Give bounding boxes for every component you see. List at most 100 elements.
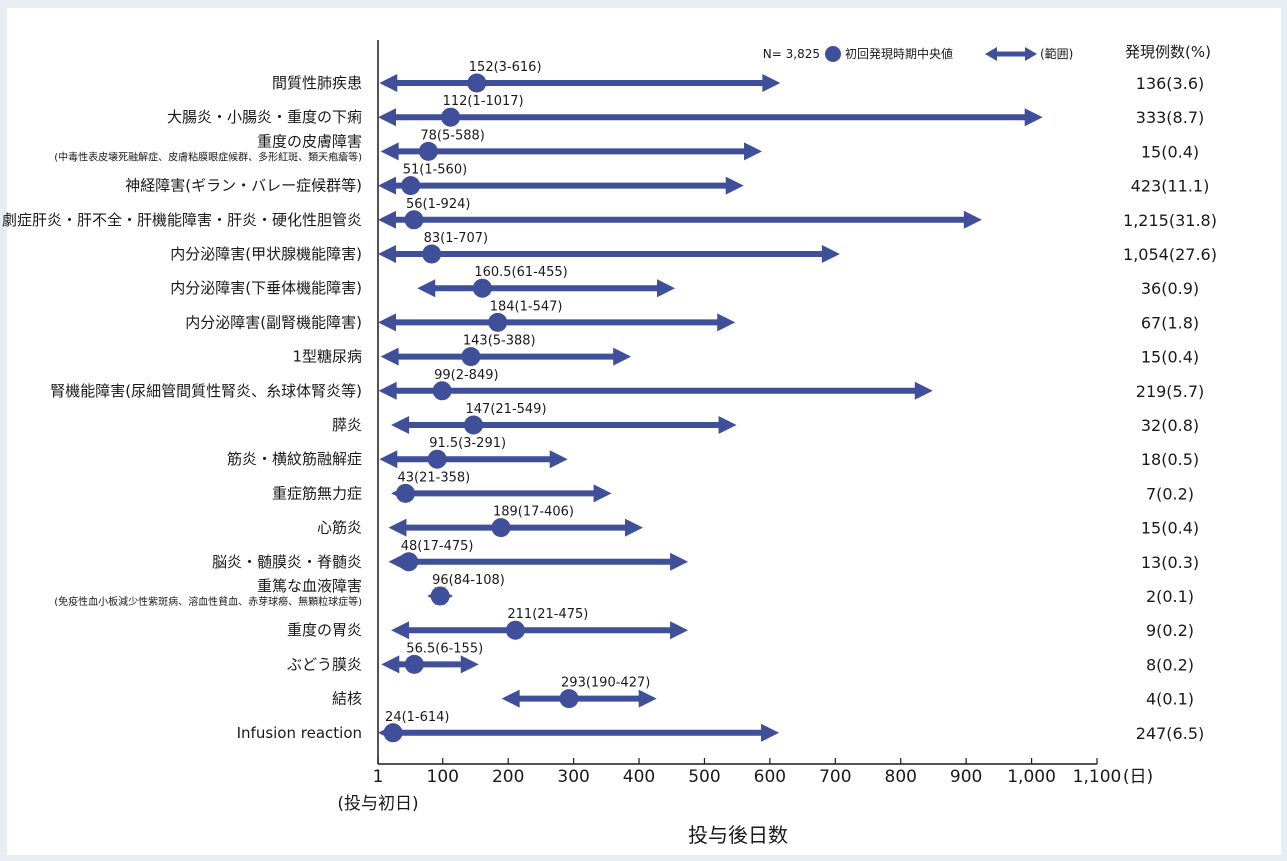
x-tick-label: 1 xyxy=(373,767,384,787)
range-head-right xyxy=(762,74,781,92)
range-head-right xyxy=(725,176,744,195)
data-row: 大腸炎・小腸炎・重度の下痢 112(1-1017) 333(8.7) xyxy=(167,94,1204,127)
count-label: 67(1.8) xyxy=(1141,313,1199,332)
count-label: 15(0.4) xyxy=(1141,142,1199,161)
range-head-right xyxy=(718,416,737,434)
legend: 発現例数(%) N= 3,825 初回発現時期中央値 (範囲) xyxy=(763,43,1211,62)
range-head-left xyxy=(379,74,398,92)
data-row: Infusion reaction 24(1-614) 247(6.5) xyxy=(237,710,1205,743)
median-range-label: 211(21-475) xyxy=(507,607,588,622)
category-label: 内分泌障害(下垂体機能障害) xyxy=(170,279,362,297)
median-marker xyxy=(418,141,438,161)
range-head-right xyxy=(460,655,479,674)
data-row: 重度の胃炎 211(21-475) 9(0.2) xyxy=(287,607,1194,640)
data-row: 内分泌障害(甲状腺機能障害) 83(1-707) 1,054(27.6) xyxy=(170,231,1217,264)
median-marker xyxy=(441,107,461,127)
category-label: 心筋炎 xyxy=(317,519,362,537)
data-row: 重度の皮膚障害(中毒性表皮壊死融解症、皮膚粘膜眼症候群、多形紅斑、類天疱瘡等) 7… xyxy=(54,128,1199,163)
range-head-left xyxy=(378,210,396,229)
data-row: 神経障害(ギラン・バレー症候群等) 51(1-560) 423(11.1) xyxy=(125,163,1209,196)
legend-range-head-right xyxy=(1025,47,1037,61)
range-head-left xyxy=(380,142,399,161)
category-label: 筋炎・横紋筋融解症 xyxy=(227,450,362,468)
range-head-left xyxy=(501,689,520,708)
category-label: 神経障害(ギラン・バレー症候群等) xyxy=(125,177,362,195)
category-label: 大腸炎・小腸炎・重度の下痢 xyxy=(167,108,362,126)
x-tick-label: 1,000 xyxy=(1007,767,1056,787)
category-label: 劇症肝炎・肝不全・肝機能障害・肝炎・硬化性胆管炎 xyxy=(2,211,362,229)
median-marker xyxy=(383,723,403,743)
count-label: 136(3.6) xyxy=(1136,74,1204,93)
median-marker xyxy=(488,312,508,332)
data-row: 結核 293(190-427) 4(0.1) xyxy=(332,676,1194,709)
x-tick-label: 200 xyxy=(492,767,524,787)
count-label: 4(0.1) xyxy=(1146,690,1194,709)
x-tick-label: 900 xyxy=(950,767,982,787)
range-head-right xyxy=(657,279,676,298)
x-tick-label: 400 xyxy=(623,767,655,787)
range-head-left xyxy=(378,381,397,400)
legend-range-label: (範囲) xyxy=(1040,46,1073,61)
median-range-label: 56.5(6-155) xyxy=(406,641,483,656)
legend-median-marker xyxy=(825,46,841,62)
median-marker xyxy=(404,210,424,230)
range-head-right xyxy=(744,142,763,161)
range-head-left xyxy=(378,176,396,195)
x-tick-label: 800 xyxy=(885,767,917,787)
category-label: 重度の胃炎 xyxy=(287,621,362,639)
data-row: 1型糖尿病 143(5-388) 15(0.4) xyxy=(292,334,1199,367)
median-marker xyxy=(404,654,424,674)
range-head-left xyxy=(381,655,400,674)
count-label: 7(0.2) xyxy=(1146,484,1194,503)
x-tick-label: 500 xyxy=(688,767,720,787)
count-label: 9(0.2) xyxy=(1146,621,1194,640)
category-label: 腎機能障害(尿細管間質性腎炎、糸球体腎炎等) xyxy=(50,382,362,400)
category-label: 重症筋無力症 xyxy=(272,484,362,502)
range-head-right xyxy=(963,210,982,229)
median-range-label: 184(1-547) xyxy=(490,299,563,314)
range-head-right xyxy=(821,245,840,263)
count-label: 219(5.7) xyxy=(1136,382,1204,401)
data-row: 間質性肺疾患 152(3-616) 136(3.6) xyxy=(272,60,1204,93)
plot-area xyxy=(377,40,1097,765)
count-label: 247(6.5) xyxy=(1136,724,1204,743)
data-row: 膵炎 147(21-549) 32(0.8) xyxy=(332,402,1199,435)
range-head-left xyxy=(378,245,396,263)
median-marker xyxy=(491,518,511,538)
category-label: 重度の皮膚障害 xyxy=(257,132,362,150)
median-range-label: 293(190-427) xyxy=(561,676,650,691)
range-head-right xyxy=(593,484,612,503)
x-unit-label: (日) xyxy=(1123,767,1153,787)
data-row: 内分泌障害(下垂体機能障害) 160.5(61-455) 36(0.9) xyxy=(170,265,1199,298)
range-head-left xyxy=(391,416,410,434)
x-start-note: (投与初日) xyxy=(337,794,418,814)
x-tick-label: 700 xyxy=(819,767,851,787)
category-label: Infusion reaction xyxy=(237,724,362,742)
median-marker xyxy=(427,449,447,469)
category-label: 重篤な血液障害 xyxy=(257,577,362,595)
median-range-label: 48(17-475) xyxy=(401,539,474,554)
x-axis-title: 投与後日数 xyxy=(688,823,788,847)
data-row: 重症筋無力症 43(21-358) 7(0.2) xyxy=(272,470,1194,503)
median-marker xyxy=(505,620,525,640)
data-row: 筋炎・横紋筋融解症 91.5(3-291) 18(0.5) xyxy=(227,436,1199,469)
rows: 間質性肺疾患 152(3-616) 136(3.6) 大腸炎・小腸炎・重度の下痢 112… xyxy=(2,60,1217,743)
median-marker xyxy=(401,176,421,196)
x-tick-label: 1,100 xyxy=(1073,767,1122,787)
median-range-label: 160.5(61-455) xyxy=(474,265,567,280)
median-range-label: 112(1-1017) xyxy=(443,94,524,109)
median-range-label: 91.5(3-291) xyxy=(429,436,506,451)
median-range-label: 96(84-108) xyxy=(432,573,505,588)
data-row: 腎機能障害(尿細管間質性腎炎、糸球体腎炎等) 99(2-849) 219(5.7) xyxy=(50,368,1204,401)
median-marker xyxy=(467,73,487,93)
count-label: 32(0.8) xyxy=(1141,416,1199,435)
x-tick-label: 600 xyxy=(754,767,786,787)
count-label: 2(0.1) xyxy=(1146,587,1194,606)
count-label: 18(0.5) xyxy=(1141,450,1199,469)
count-header: 発現例数(%) xyxy=(1125,43,1211,61)
category-label: 結核 xyxy=(332,690,362,708)
median-range-label: 147(21-549) xyxy=(466,402,547,417)
range-head-right xyxy=(761,723,780,742)
data-row: ぶどう膜炎 56.5(6-155) 8(0.2) xyxy=(287,641,1194,674)
median-range-label: 51(1-560) xyxy=(403,163,467,178)
